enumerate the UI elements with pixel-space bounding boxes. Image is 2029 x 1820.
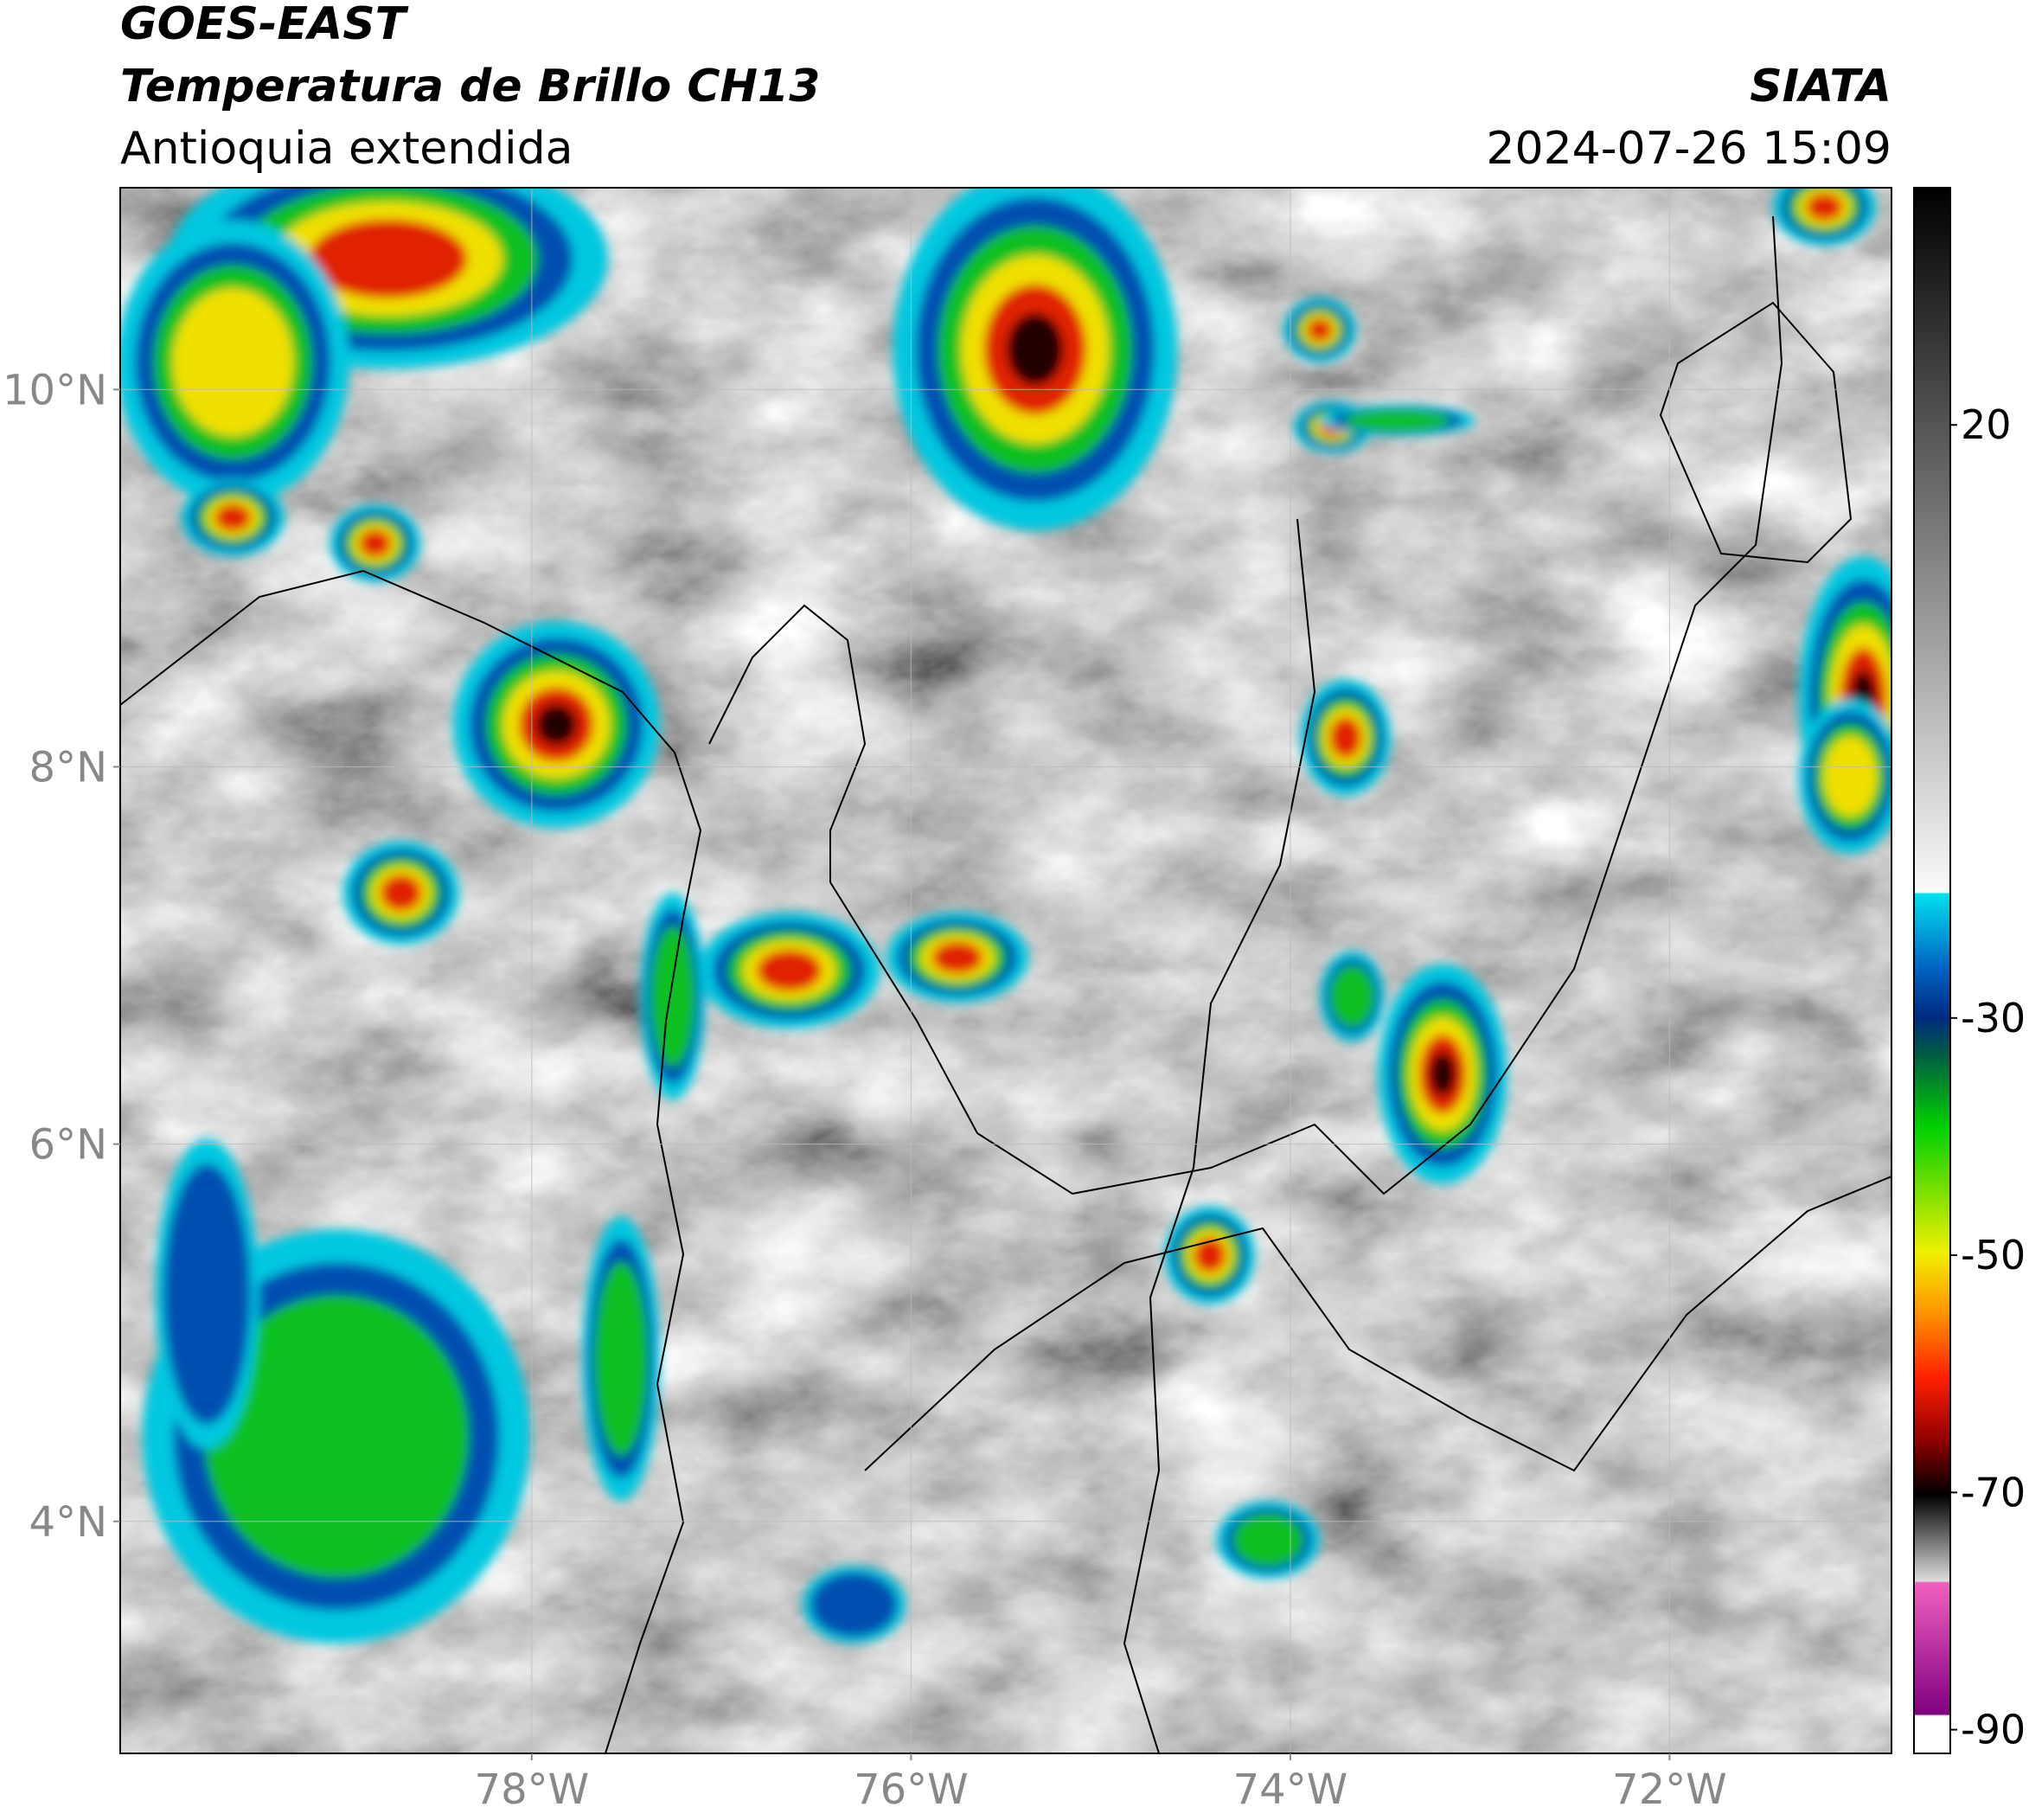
y-tick-label: 10°N <box>3 366 107 414</box>
colorbar <box>1913 187 1951 1754</box>
storm-layer <box>1193 1237 1226 1273</box>
storm-layer <box>163 1163 251 1425</box>
storm-layer <box>172 288 294 437</box>
storm-layer <box>1344 409 1450 432</box>
storm-layer <box>535 703 578 746</box>
storm-layer <box>650 926 695 1067</box>
y-tick-label: 6°N <box>29 1121 107 1170</box>
storm-layer <box>204 1295 469 1578</box>
storm-cells <box>120 188 1891 1644</box>
x-tick-label: 78°W <box>475 1766 590 1814</box>
storm-layer <box>214 503 252 532</box>
storm-layer <box>1306 318 1333 342</box>
storm-layer <box>1823 735 1878 817</box>
border <box>1123 518 1316 1753</box>
subtitle: Temperatura de Brillo CH13 <box>120 61 820 112</box>
source: SIATA <box>1750 61 1891 112</box>
storm-layer <box>309 219 468 298</box>
y-tick-label: 8°N <box>29 743 107 791</box>
colorbar-tick-label: -50 <box>1961 1232 2026 1278</box>
storm-layer <box>380 874 422 912</box>
y-tick-label: 4°N <box>29 1498 107 1547</box>
title: GOES-EAST <box>120 0 409 50</box>
storm-layer <box>1329 965 1374 1028</box>
borders <box>120 215 1891 1753</box>
storm-layer <box>358 529 392 558</box>
map-area <box>120 188 1891 1753</box>
storm-layer <box>1232 1513 1303 1567</box>
storm-layer <box>1006 313 1064 386</box>
lake <box>1659 301 1853 564</box>
colorbar-tick-label: -90 <box>1961 1707 2026 1753</box>
storm-layer <box>1328 716 1362 759</box>
colorbar-tick-label: -30 <box>1961 995 2026 1041</box>
coastline <box>120 569 702 1753</box>
storm-layer <box>594 1261 648 1456</box>
region: Antioquia extendida <box>120 123 573 175</box>
colorbar-tick-label: -70 <box>1961 1469 2026 1516</box>
storm-layer <box>1430 1052 1456 1097</box>
storm-layer <box>1805 193 1843 221</box>
x-tick-label: 72°W <box>1612 1766 1727 1814</box>
ticks: 78°W 76°W 74°W 72°W 4°N 6°N 8°N 10°N 20 -30 -50 -70… <box>3 366 2026 1814</box>
coastline <box>708 604 867 882</box>
map-frame <box>119 187 1892 1754</box>
grid <box>120 188 1891 1753</box>
border <box>864 1176 1891 1472</box>
x-tick-label: 76°W <box>854 1766 969 1814</box>
storm-layer <box>931 941 983 974</box>
x-tick-label: 74°W <box>1233 1766 1348 1814</box>
storm-layer <box>810 1572 898 1637</box>
border <box>829 215 1783 1195</box>
colorbar-tick-label: 20 <box>1961 401 2012 448</box>
storm-layer <box>756 949 822 992</box>
datetime: 2024-07-26 15:09 <box>1486 123 1891 175</box>
